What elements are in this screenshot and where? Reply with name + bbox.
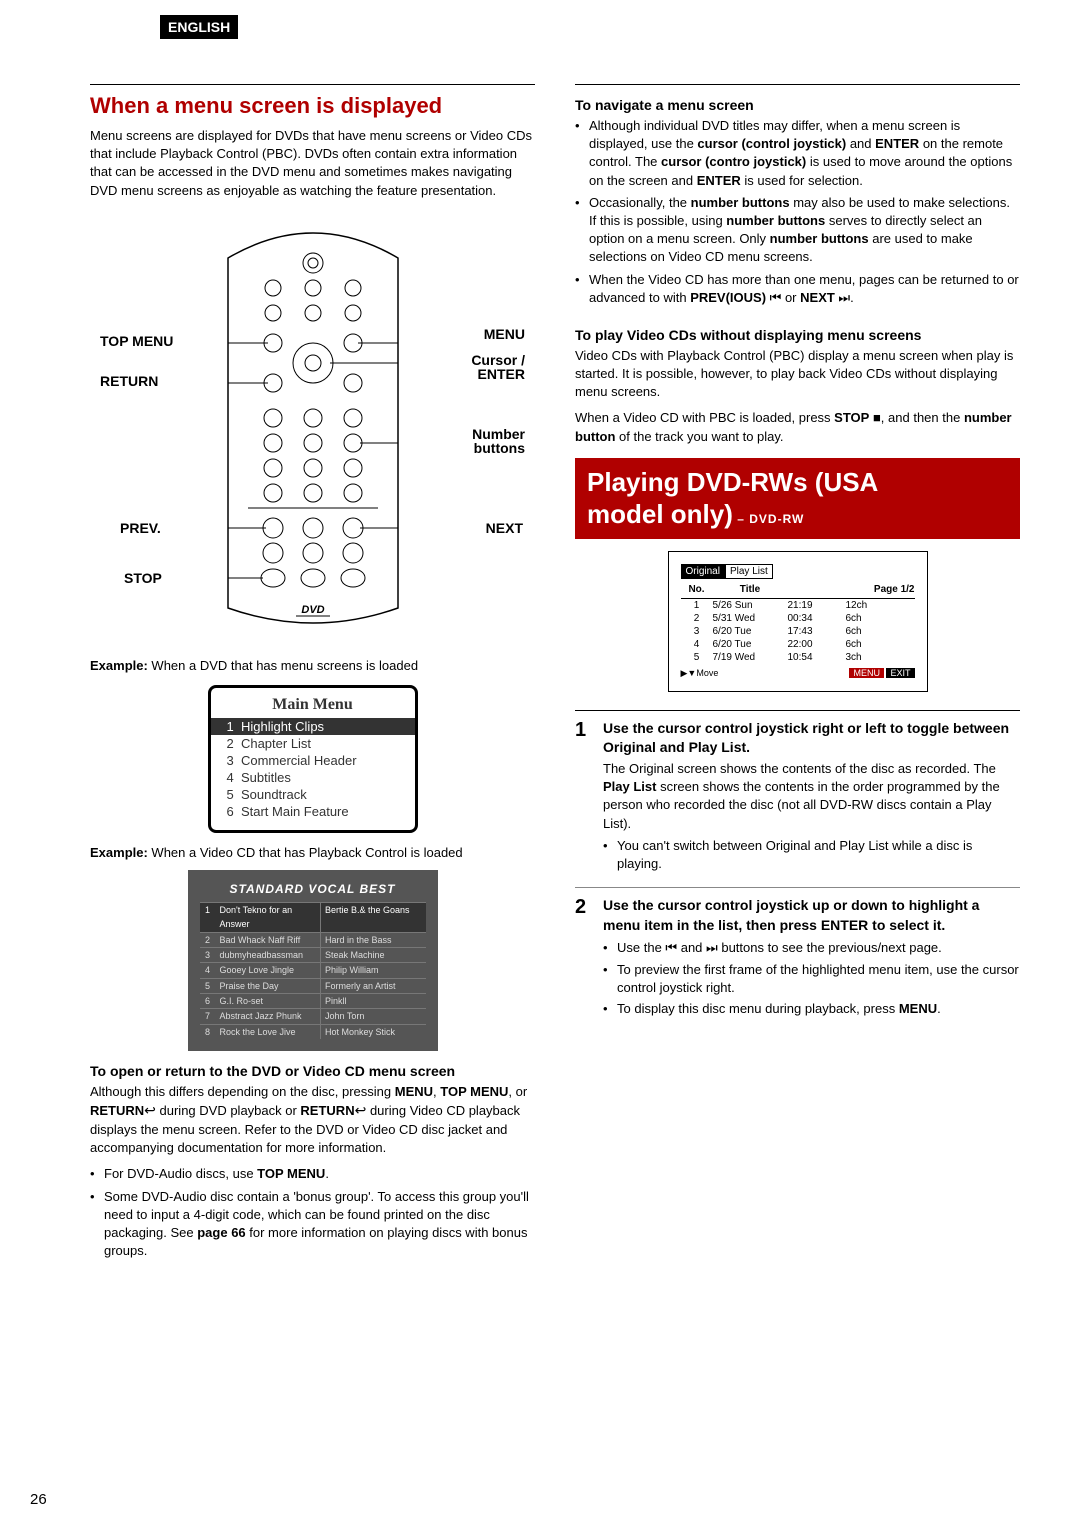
rw-row: 46/20 Tue22:006ch <box>681 638 915 651</box>
rw-head-title: Title <box>713 583 788 596</box>
example1: Example: When a DVD that has menu screen… <box>90 658 535 673</box>
step: 2 Use the cursor control joystick up or … <box>575 896 1020 1018</box>
playvcd-p1: Video CDs with Playback Control (PBC) di… <box>575 347 1020 402</box>
svb-row: 7Abstract Jazz PhunkJohn Torn <box>200 1008 426 1023</box>
rw-head-page: Page 1/2 <box>788 583 915 596</box>
divider <box>90 84 535 85</box>
open-return-heading: To open or return to the DVD or Video CD… <box>90 1063 535 1079</box>
nav-bullets: Although individual DVD titles may diffe… <box>575 117 1020 307</box>
example2-text: When a Video CD that has Playback Contro… <box>148 845 463 860</box>
bullet-item: Some DVD-Audio disc contain a 'bonus gro… <box>90 1188 535 1261</box>
language-badge: ENGLISH <box>160 15 238 39</box>
main-menu-item: 4 Subtitles <box>211 769 415 786</box>
rw-row: 15/26 Sun21:1912ch <box>681 599 915 612</box>
svg-text:DVD: DVD <box>301 604 324 616</box>
section-heading: When a menu screen is displayed <box>90 93 535 119</box>
bullet-item: For DVD-Audio discs, use TOP MENU. <box>90 1165 535 1183</box>
rw-row: 57/19 Wed10:543ch <box>681 651 915 664</box>
step-title: Use the cursor control joystick up or do… <box>603 896 1020 935</box>
bullet-item: Although individual DVD titles may diffe… <box>575 117 1020 190</box>
main-menu-item: 2 Chapter List <box>211 735 415 752</box>
label-prev: PREV. <box>120 520 161 536</box>
red-bar-l2: model only) <box>587 499 733 529</box>
main-menu-item: 1 Highlight Clips <box>211 718 415 735</box>
page-number: 26 <box>30 1491 47 1508</box>
remote-diagram: DVD TOP MENU RETURN PREV. STOP MENU Curs… <box>90 208 535 648</box>
open-return-bullets: For DVD-Audio discs, use TOP MENU. Some D… <box>90 1165 535 1260</box>
right-column: To navigate a menu screen Although indiv… <box>575 70 1020 1264</box>
step-number: 2 <box>575 896 603 919</box>
step-bullets: You can't switch between Original and Pl… <box>603 837 1020 873</box>
bullet-item: Occasionally, the number buttons may als… <box>575 194 1020 267</box>
divider <box>575 887 1020 888</box>
svb-row: 2Bad Whack Naff RiffHard in the Bass <box>200 932 426 947</box>
step-bullets: Use the ⏮ and ⏭ buttons to see the previ… <box>603 939 1020 1018</box>
example1-text: When a DVD that has menu screens is load… <box>148 658 418 673</box>
svb-row: 8Rock the Love JiveHot Monkey Stick <box>200 1024 426 1039</box>
rw-head-no: No. <box>681 583 713 596</box>
svb-row: 6G.I. Ro-setPinkll <box>200 993 426 1008</box>
bullet-item: When the Video CD has more than one menu… <box>575 271 1020 307</box>
svb-row: 3dubmyheadbassmanSteak Machine <box>200 947 426 962</box>
left-column: When a menu screen is displayed Menu scr… <box>90 70 535 1264</box>
svb-row: 1Don't Tekno for an AnswerBertie B.& the… <box>200 902 426 932</box>
label-enter: ENTER <box>478 366 525 382</box>
step-number: 1 <box>575 719 603 742</box>
svb-row: 5Praise the DayFormerly an Artist <box>200 978 426 993</box>
example2: Example: When a Video CD that has Playba… <box>90 845 535 860</box>
remote-svg: DVD <box>218 208 408 638</box>
svb-title: STANDARD VOCAL BEST <box>200 882 426 896</box>
svb-row: 4Gooey Love JinglePhilip William <box>200 962 426 977</box>
label-next: NEXT <box>486 520 523 536</box>
example1-prefix: Example: <box>90 658 148 673</box>
label-menu: MENU <box>484 326 525 342</box>
step-text: The Original screen shows the contents o… <box>603 760 1020 833</box>
example2-prefix: Example: <box>90 845 148 860</box>
step-bullet: To display this disc menu during playbac… <box>603 1000 1020 1018</box>
step: 1 Use the cursor control joystick right … <box>575 719 1020 873</box>
label-top-menu: TOP MENU <box>100 333 173 349</box>
nav-heading: To navigate a menu screen <box>575 97 1020 113</box>
rw-list-box: Original Play List No. Title Page 1/2 15… <box>668 551 928 692</box>
main-menu-item: 3 Commercial Header <box>211 752 415 769</box>
intro-text: Menu screens are displayed for DVDs that… <box>90 127 535 200</box>
label-buttons: buttons <box>474 440 525 456</box>
rw-tab-original: Original <box>681 564 725 579</box>
divider <box>575 710 1020 711</box>
rw-tab-playlist: Play List <box>725 564 773 579</box>
red-title-bar: Playing DVD-RWs (USA model only) – DVD-R… <box>575 458 1020 539</box>
step-bullet: Use the ⏮ and ⏭ buttons to see the previ… <box>603 939 1020 957</box>
svb-box: STANDARD VOCAL BEST 1Don't Tekno for an … <box>188 870 438 1052</box>
label-return: RETURN <box>100 373 158 389</box>
divider <box>575 84 1020 85</box>
playvcd-heading: To play Video CDs without displaying men… <box>575 327 1020 343</box>
red-bar-sub: – DVD-RW <box>733 512 804 526</box>
main-menu-item: 6 Start Main Feature <box>211 803 415 820</box>
step-title: Use the cursor control joystick right or… <box>603 719 1020 758</box>
rw-move: ▶▼Move <box>681 668 719 679</box>
red-bar-l1: Playing DVD-RWs (USA <box>587 467 878 497</box>
page-content: When a menu screen is displayed Menu scr… <box>0 0 1080 1294</box>
rw-row: 25/31 Wed00:346ch <box>681 612 915 625</box>
step-bullet: To preview the first frame of the highli… <box>603 961 1020 997</box>
rw-row: 36/20 Tue17:436ch <box>681 625 915 638</box>
main-menu-title: Main Menu <box>211 696 415 714</box>
step-bullet: You can't switch between Original and Pl… <box>603 837 1020 873</box>
rw-menu-badge: MENU <box>849 668 884 678</box>
rw-exit-badge: EXIT <box>886 668 914 678</box>
main-menu-item: 5 Soundtrack <box>211 786 415 803</box>
open-return-text: Although this differs depending on the d… <box>90 1083 535 1157</box>
playvcd-p2: When a Video CD with PBC is loaded, pres… <box>575 409 1020 445</box>
label-stop: STOP <box>124 570 162 586</box>
main-menu-box: Main Menu 1 Highlight Clips2 Chapter Lis… <box>208 685 418 833</box>
